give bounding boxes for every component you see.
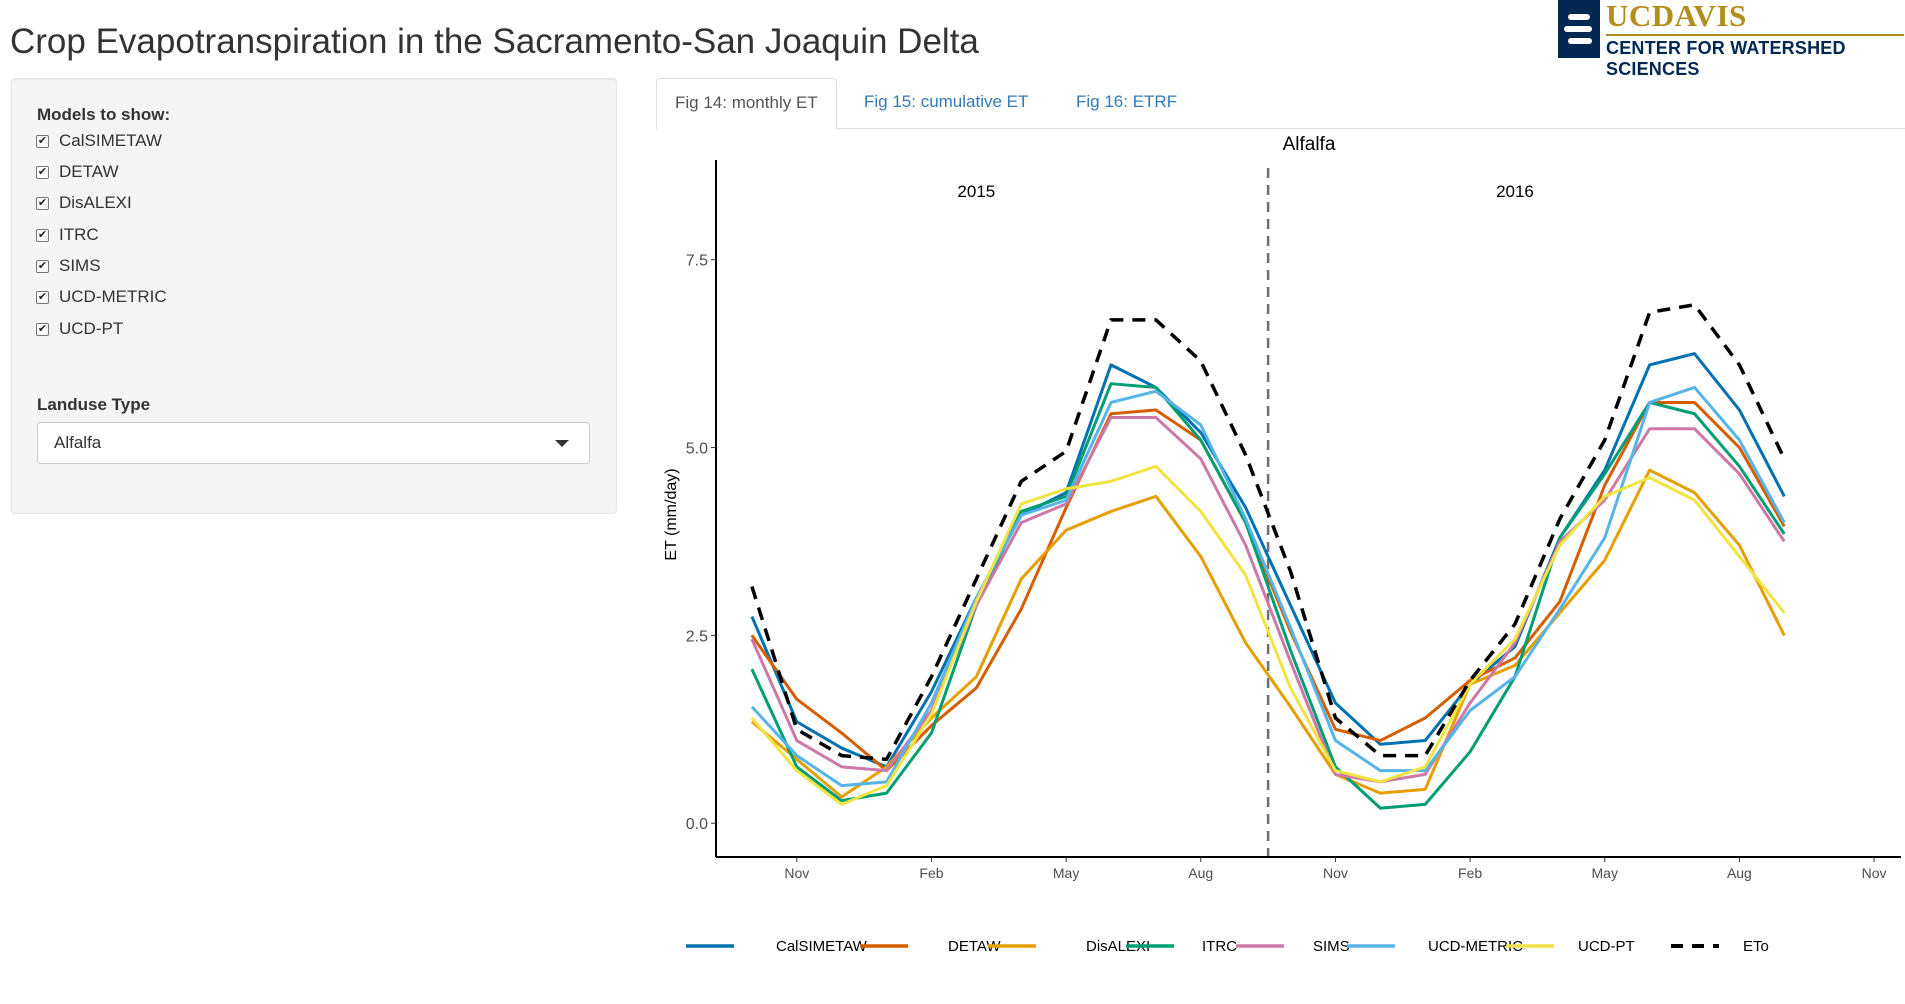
logo-brand: UCDAVIS <box>1606 0 1747 33</box>
checkbox-checked-icon[interactable]: ✔ <box>36 228 49 242</box>
model-checkbox-detaw[interactable]: ✔ DETAW <box>36 161 119 183</box>
model-checkbox-label: UCD-PT <box>59 319 124 338</box>
legend-label-eto: ETo <box>1743 938 1769 955</box>
x-tick-label: Feb <box>1458 865 1482 881</box>
model-checkbox-ucd-pt[interactable]: ✔ UCD-PT <box>36 318 123 340</box>
model-checkbox-label: CalSIMETAW <box>59 131 162 150</box>
landuse-label: Landuse Type <box>37 395 151 414</box>
x-tick-label: Feb <box>919 865 943 881</box>
page-title: Crop Evapotranspiration in the Sacrament… <box>10 22 979 61</box>
x-tick-label: May <box>1592 865 1618 881</box>
landuse-select[interactable]: Alfalfa <box>37 422 590 464</box>
series-line-calsimetaw <box>750 352 1786 769</box>
model-checkbox-calsimetaw[interactable]: ✔ CalSIMETAW <box>36 130 162 152</box>
model-checkbox-ucd-metric[interactable]: ✔ UCD-METRIC <box>36 286 167 308</box>
x-tick-label: Nov <box>1323 865 1348 881</box>
x-tick-label: Nov <box>1862 865 1887 881</box>
panel-label-2015: 2015 <box>957 182 995 201</box>
chart-title: Alfalfa <box>1283 134 1336 155</box>
sidebar-panel: Models to show: ✔ CalSIMETAW ✔ DETAW ✔ D… <box>11 78 617 514</box>
model-checkbox-label: DisALEXI <box>59 193 132 212</box>
legend-label-ucd-metric: UCD-METRIC <box>1428 938 1523 955</box>
model-checkbox-sims[interactable]: ✔ SIMS <box>36 255 101 277</box>
landuse-selected-value: Alfalfa <box>54 433 102 452</box>
series-line-itrc <box>750 382 1786 810</box>
legend-label-ucd-pt: UCD-PT <box>1578 938 1635 955</box>
legend-label-disalexi: DisALEXI <box>1086 938 1150 955</box>
model-checkbox-label: ITRC <box>59 225 99 244</box>
checkbox-checked-icon[interactable]: ✔ <box>36 134 49 148</box>
logo-divider <box>1606 34 1904 36</box>
ucdavis-logo: UCDAVIS CENTER FOR WATERSHED SCIENCES <box>1558 0 1904 79</box>
monthly-et-chart: Alfalfa 2015 2016 0.0 2.5 5.0 7.5 Nov Feb May Aug… <box>663 134 1901 955</box>
model-checkbox-disalexi[interactable]: ✔ DisALEXI <box>36 192 132 214</box>
x-tick-label: Aug <box>1727 865 1752 881</box>
checkbox-checked-icon[interactable]: ✔ <box>36 322 49 336</box>
y-tick-label: 5.0 <box>686 441 708 458</box>
panel-label-2016: 2016 <box>1496 182 1534 201</box>
x-tick-label: Nov <box>784 865 809 881</box>
dropdown-caret-icon[interactable] <box>555 440 569 447</box>
legend-label-detaw: DETAW <box>948 938 1001 955</box>
logo-subtitle: CENTER FOR WATERSHED SCIENCES <box>1606 38 1846 79</box>
series-line-eto <box>750 303 1786 762</box>
checkbox-checked-icon[interactable]: ✔ <box>36 290 49 304</box>
legend-label-sims: SIMS <box>1313 938 1350 955</box>
checkbox-checked-icon[interactable]: ✔ <box>36 196 49 210</box>
model-checkbox-label: DETAW <box>59 162 119 181</box>
models-label: Models to show: <box>37 105 171 124</box>
y-tick-label: 2.5 <box>686 628 708 645</box>
tab-monthly-et[interactable]: Fig 14: monthly ET <box>656 78 837 130</box>
model-checkbox-label: SIMS <box>59 256 101 275</box>
tab-cumulative-et[interactable]: Fig 15: cumulative ET <box>864 92 1029 111</box>
model-checkbox-itrc[interactable]: ✔ ITRC <box>36 224 99 246</box>
model-checkbox-label: UCD-METRIC <box>59 287 167 306</box>
series-line-ucd-pt <box>750 464 1786 806</box>
legend-label-calsimetaw: CalSIMETAW <box>776 938 868 955</box>
x-tick-label: May <box>1053 865 1079 881</box>
x-tick-label: Aug <box>1188 865 1213 881</box>
y-axis-label: ET (mm/day) <box>663 468 680 560</box>
logo-mark-icon <box>1558 0 1600 58</box>
tab-etrf[interactable]: Fig 16: ETRF <box>1076 92 1178 111</box>
y-tick-label: 7.5 <box>686 253 708 270</box>
checkbox-checked-icon[interactable]: ✔ <box>36 165 49 179</box>
figure-tabs: Fig 14: monthly ET Fig 15: cumulative ET… <box>656 78 1905 130</box>
y-tick-label: 0.0 <box>686 816 708 833</box>
series-line-ucd-metric <box>750 385 1786 788</box>
checkbox-checked-icon[interactable]: ✔ <box>36 259 49 273</box>
tabs-baseline <box>656 128 1905 129</box>
series-line-sims <box>750 415 1786 784</box>
legend-label-itrc: ITRC <box>1202 938 1237 955</box>
